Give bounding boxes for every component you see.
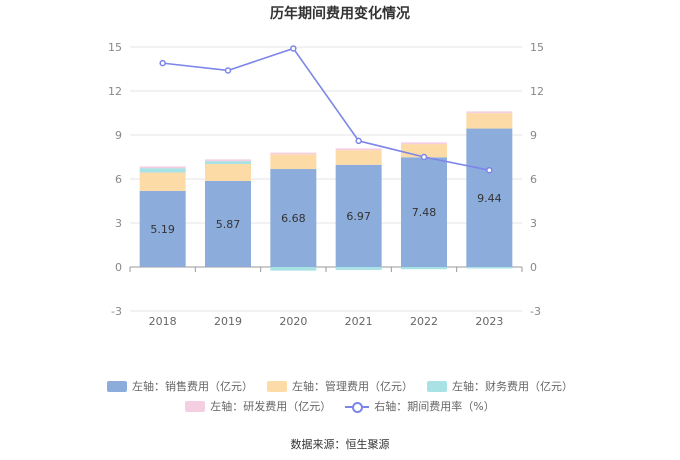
bar-data-label: 6.97 [346,210,371,223]
rate-point-2019 [224,67,232,74]
bar-rnd-2019 [205,159,251,162]
y-right-tick-label: 3 [530,217,537,230]
x-tick-label: 2021 [345,315,373,328]
y-left-tick-label: 0 [115,261,122,274]
bar-data-label: 6.68 [281,212,306,225]
chart-title: 历年期间费用变化情况 [270,6,410,22]
legend-label-admin: 左轴：管理费用（亿元） [292,380,413,393]
legend-swatch-rate [345,401,370,413]
legend-label-rate: 右轴：期间费用率（%） [374,400,495,413]
rate-point-2022 [420,153,428,161]
rate-point-2023 [486,166,493,174]
bar-sales-2021 [335,164,382,267]
y-left-tick-label: -3 [111,305,122,318]
chart-legend: 左轴：销售费用（亿元） 左轴：管理费用（亿元） 左轴：财务费用（亿元） 左轴：研… [0,376,680,416]
rate-point-2020 [290,45,297,52]
legend-item-finance[interactable]: 左轴：财务费用（亿元） [427,378,573,394]
legend-row-1: 左轴：销售费用（亿元） 左轴：管理费用（亿元） 左轴：财务费用（亿元） [0,376,680,396]
y-left-tick-label: 9 [115,129,122,142]
bar-finance-2020 [270,267,317,271]
bar-rnd-2023 [466,111,513,114]
x-tick-label: 2022 [410,315,438,328]
legend-label-rnd: 左轴：研发费用（亿元） [210,400,332,413]
rate-line [162,47,490,171]
x-tick-label: 2018 [149,315,177,328]
bar-data-label: 5.19 [150,223,175,236]
bar-sales-2018 [139,190,186,267]
bar-sales-2022 [401,157,447,267]
y-left-tick-label: 3 [115,217,122,230]
bar-data-label: 7.48 [412,206,437,219]
legend-row-2: 左轴：研发费用（亿元） 右轴：期间费用率（%） [0,396,680,416]
bar-data-label: 5.87 [216,218,241,231]
rate-point-2018 [159,59,166,67]
y-left-tick-label: 15 [108,41,122,54]
bar-finance-2018 [139,168,186,173]
bar-rnd-2022 [401,142,447,145]
x-tick-label: 2023 [475,315,503,328]
y-left-tick-label: 6 [115,173,122,186]
legend-swatch-rnd [185,400,206,412]
bar-finance-2021 [335,267,382,270]
bar-rnd-2018 [139,166,186,169]
bar-sales-2023 [466,128,513,267]
chart-canvas: -3 0 3 6 9 12 15 -3 0 3 6 9 12 15 2018 2019 2020 2021 2022… [108,41,544,328]
legend-item-rate[interactable]: 右轴：期间费用率（%） [345,398,495,414]
y-right-tick-label: 15 [530,41,544,54]
y-right-tick-label: -3 [530,305,541,318]
y-right-tick-label: 0 [530,261,537,274]
x-tick-label: 2019 [214,315,242,328]
bar-finance-2019 [205,161,251,165]
bar-admin-2023 [466,113,513,129]
legend-item-sales[interactable]: 左轴：销售费用（亿元） [107,378,253,394]
y-right-tick-label: 6 [530,173,537,186]
legend-item-admin[interactable]: 左轴：管理费用（亿元） [267,378,413,394]
legend-swatch-admin [267,380,287,392]
x-tick-label: 2020 [279,315,307,328]
rate-point-2021 [355,137,362,145]
y-right-tick-label: 12 [530,85,544,98]
legend-swatch-sales [107,380,127,392]
legend-label-sales: 左轴：销售费用（亿元） [132,380,253,393]
bar-admin-2019 [205,164,251,181]
legend-item-rnd[interactable]: 左轴：研发费用（亿元） [185,398,331,414]
bar-admin-2021 [335,150,382,165]
bar-sales-2020 [270,169,317,267]
bar-finance-2022 [401,267,447,270]
data-source: 数据来源：恒生聚源 [290,438,390,451]
legend-swatch-finance [427,380,447,392]
bar-admin-2018 [139,172,186,191]
bar-rnd-2021 [335,148,382,151]
bar-data-label: 9.44 [477,192,502,205]
bar-finance-2023 [466,267,513,269]
bar-admin-2020 [270,154,317,170]
y-right-tick-label: 9 [530,129,537,142]
y-left-tick-label: 12 [108,85,122,98]
legend-label-finance: 左轴：财务费用（亿元） [452,380,573,393]
bar-rnd-2020 [270,152,317,155]
bar-sales-2019 [205,180,251,267]
